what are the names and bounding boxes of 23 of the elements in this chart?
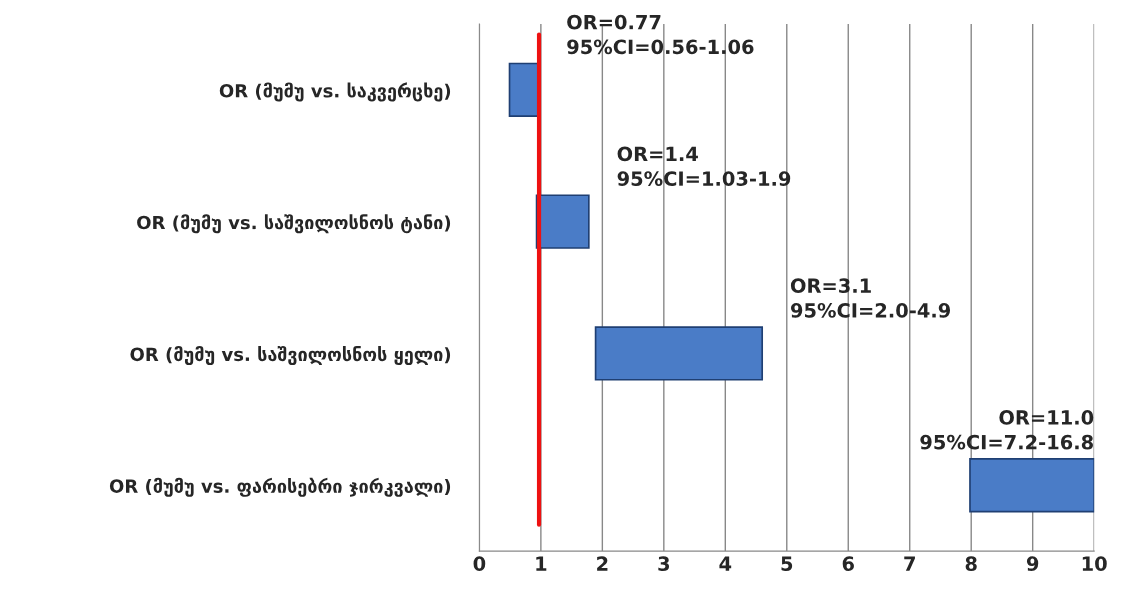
annotation: OR=1.4 95%CI=1.03-1.9 [617,146,791,186]
x-tick-label: 0 [473,556,486,571]
annotation: OR=11.0 95%CI=7.2-16.8 [920,410,1094,450]
x-tick-label: 7 [904,556,915,571]
x-tick-label: 6 [842,556,854,571]
y-tick-label: OR (მუმუ vs. საშვილოსნოს ტანი) [137,214,451,234]
annotation: OR=0.77 95%CI=0.56-1.06 [567,14,754,55]
x-tick-label: 2 [597,556,608,571]
x-tick-label: 4 [719,556,732,571]
y-tick-label: OR (მუმუ vs. საკვერცხე) [219,82,451,102]
x-tick-label: 8 [965,556,977,571]
x-tick-label: 5 [781,556,793,571]
x-tick-label: 9 [1026,556,1039,571]
bar [535,194,590,249]
y-tick-label: OR (მუმუ vs. საშვილოსნოს ყელი) [130,345,451,366]
bar [594,326,764,381]
x-tick-label: 10 [1082,556,1107,571]
bar [508,62,540,118]
x-tick-label: 3 [658,556,670,571]
bar [969,457,1095,513]
y-tick-label: OR (მუმუ vs. ფარისებრი ჯირკვალი) [109,477,451,497]
annotation: OR=3.1 95%CI=2.0-4.9 [790,278,951,318]
x-tick-label: 1 [536,556,547,571]
